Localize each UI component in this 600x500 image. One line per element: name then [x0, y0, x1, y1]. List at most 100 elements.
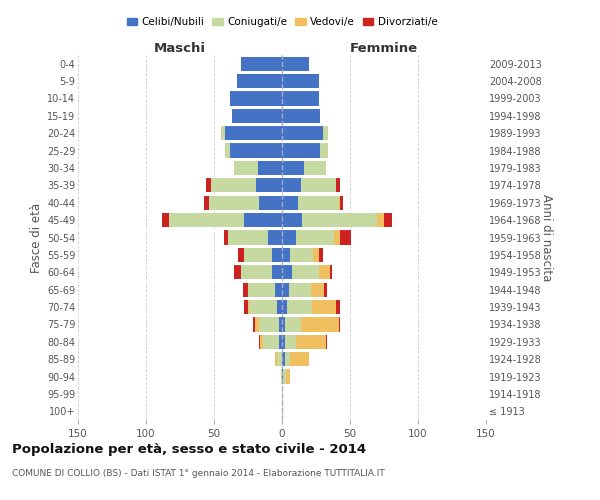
Bar [282, 300, 287, 314]
Bar [287, 300, 312, 314]
Bar [259, 318, 279, 332]
Bar [275, 282, 282, 297]
Text: Popolazione per età, sesso e stato civile - 2014: Popolazione per età, sesso e stato civil… [12, 442, 366, 456]
Bar [281, 370, 282, 384]
Bar [211, 178, 256, 192]
Bar [301, 178, 337, 192]
Bar [282, 108, 320, 123]
Bar [256, 178, 282, 192]
Bar [340, 230, 352, 244]
Bar [296, 334, 326, 349]
Bar [282, 265, 292, 280]
Bar [235, 161, 257, 175]
Bar [260, 334, 263, 349]
Bar [209, 196, 259, 210]
Bar [337, 178, 340, 192]
Bar [250, 300, 277, 314]
Bar [282, 230, 296, 244]
Bar [329, 265, 332, 280]
Bar [326, 334, 327, 349]
Bar [289, 282, 311, 297]
Bar [282, 282, 289, 297]
Bar [248, 282, 275, 297]
Bar [282, 178, 301, 192]
Bar [259, 196, 282, 210]
Bar [257, 161, 282, 175]
Bar [319, 248, 323, 262]
Bar [304, 161, 326, 175]
Bar [244, 248, 272, 262]
Bar [235, 265, 241, 280]
Bar [313, 248, 319, 262]
Bar [337, 300, 340, 314]
Bar [282, 196, 298, 210]
Bar [282, 126, 323, 140]
Bar [253, 318, 255, 332]
Bar [277, 352, 282, 366]
Bar [277, 300, 282, 314]
Bar [290, 248, 313, 262]
Bar [263, 334, 279, 349]
Bar [225, 144, 230, 158]
Bar [292, 265, 319, 280]
Bar [323, 126, 328, 140]
Text: COMUNE DI COLLIO (BS) - Dati ISTAT 1° gennaio 2014 - Elaborazione TUTTITALIA.IT: COMUNE DI COLLIO (BS) - Dati ISTAT 1° ge… [12, 469, 385, 478]
Legend: Celibi/Nubili, Coniugati/e, Vedovi/e, Divorziati/e: Celibi/Nubili, Coniugati/e, Vedovi/e, Di… [122, 12, 442, 31]
Bar [282, 213, 302, 227]
Bar [230, 92, 282, 106]
Bar [242, 282, 248, 297]
Bar [286, 370, 290, 384]
Bar [255, 318, 259, 332]
Bar [298, 196, 339, 210]
Bar [311, 282, 324, 297]
Bar [244, 300, 248, 314]
Bar [312, 300, 337, 314]
Bar [339, 318, 340, 332]
Bar [290, 352, 309, 366]
Bar [244, 213, 282, 227]
Bar [282, 318, 285, 332]
Bar [320, 144, 328, 158]
Bar [282, 404, 283, 418]
Bar [248, 300, 250, 314]
Bar [241, 265, 272, 280]
Bar [279, 318, 282, 332]
Bar [238, 248, 244, 262]
Bar [319, 265, 329, 280]
Bar [302, 213, 377, 227]
Bar [169, 213, 244, 227]
Bar [285, 318, 301, 332]
Bar [268, 230, 282, 244]
Bar [339, 196, 340, 210]
Bar [285, 334, 296, 349]
Bar [340, 196, 343, 210]
Bar [241, 56, 282, 71]
Bar [334, 230, 340, 244]
Bar [283, 370, 286, 384]
Bar [237, 74, 282, 88]
Bar [324, 282, 327, 297]
Bar [272, 248, 282, 262]
Bar [282, 387, 283, 401]
Bar [259, 334, 260, 349]
Bar [282, 161, 304, 175]
Bar [206, 178, 211, 192]
Bar [282, 370, 283, 384]
Bar [282, 352, 285, 366]
Bar [282, 74, 319, 88]
Bar [279, 334, 282, 349]
Bar [221, 126, 225, 140]
Bar [282, 248, 290, 262]
Bar [282, 334, 285, 349]
Bar [224, 230, 227, 244]
Bar [275, 352, 277, 366]
Bar [384, 213, 392, 227]
Bar [285, 352, 290, 366]
Bar [205, 196, 209, 210]
Y-axis label: Fasce di età: Fasce di età [29, 202, 43, 272]
Bar [225, 126, 282, 140]
Text: Femmine: Femmine [350, 42, 418, 55]
Bar [282, 56, 309, 71]
Bar [377, 213, 384, 227]
Bar [232, 108, 282, 123]
